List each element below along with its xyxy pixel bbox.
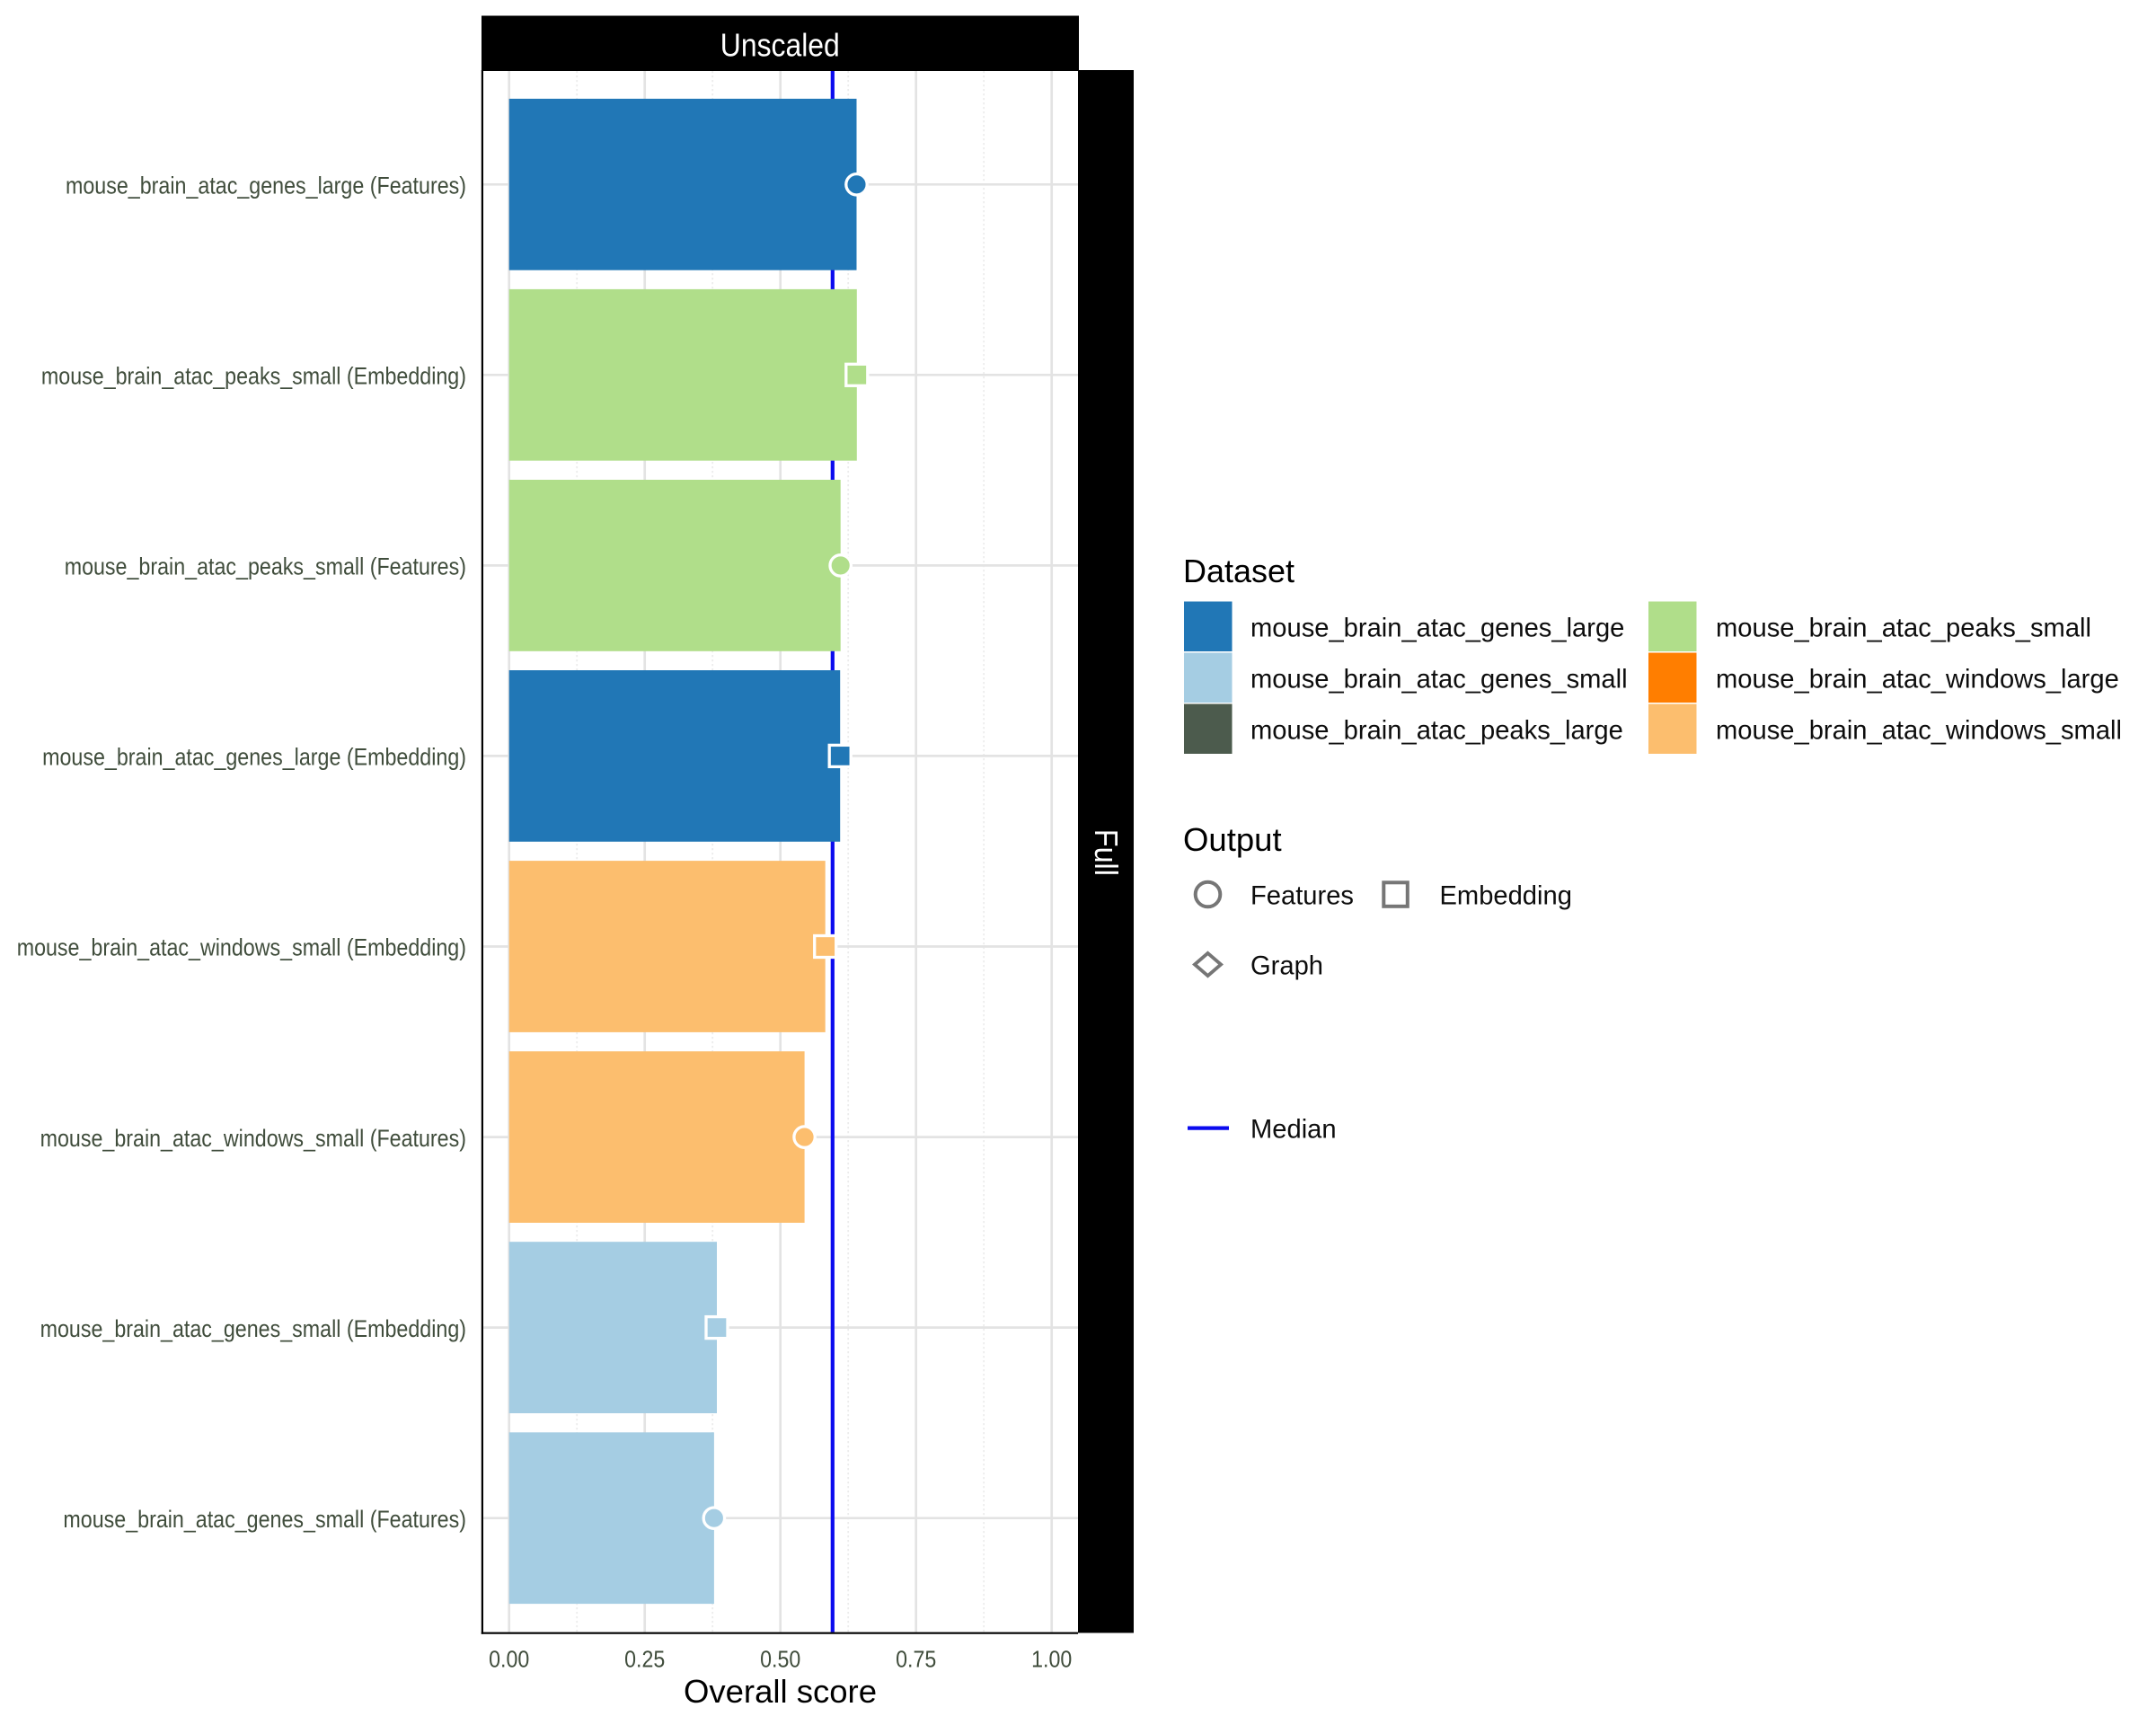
svg-text:0.00: 0.00 bbox=[489, 1645, 529, 1672]
svg-text:Median: Median bbox=[1250, 1115, 1337, 1145]
svg-text:Features: Features bbox=[1250, 881, 1354, 911]
svg-text:mouse_brain_atac_genes_large: mouse_brain_atac_genes_large bbox=[1250, 614, 1624, 643]
svg-text:mouse_brain_atac_windows_large: mouse_brain_atac_windows_large bbox=[1716, 665, 2119, 694]
svg-text:mouse_brain_atac_genes_small (: mouse_brain_atac_genes_small (Features) bbox=[63, 1506, 466, 1533]
svg-text:Output: Output bbox=[1183, 821, 1282, 858]
svg-text:mouse_brain_atac_genes_small (: mouse_brain_atac_genes_small (Embedding) bbox=[40, 1315, 466, 1342]
svg-text:mouse_brain_atac_windows_small: mouse_brain_atac_windows_small (Embeddin… bbox=[17, 934, 466, 961]
svg-text:Unscaled: Unscaled bbox=[720, 26, 840, 63]
svg-text:mouse_brain_atac_windows_small: mouse_brain_atac_windows_small (Features… bbox=[40, 1125, 466, 1152]
svg-text:mouse_brain_atac_peaks_small: mouse_brain_atac_peaks_small bbox=[1716, 614, 2091, 643]
svg-text:mouse_brain_atac_genes_small: mouse_brain_atac_genes_small bbox=[1250, 665, 1628, 694]
svg-text:Dataset: Dataset bbox=[1183, 553, 1294, 589]
svg-text:Overall score: Overall score bbox=[684, 1673, 877, 1710]
svg-text:mouse_brain_atac_windows_small: mouse_brain_atac_windows_small bbox=[1716, 716, 2122, 746]
svg-text:Graph: Graph bbox=[1250, 951, 1323, 981]
svg-text:1.00: 1.00 bbox=[1031, 1645, 1072, 1672]
svg-text:0.25: 0.25 bbox=[624, 1645, 665, 1672]
svg-text:0.50: 0.50 bbox=[760, 1645, 800, 1672]
svg-text:mouse_brain_atac_genes_large (: mouse_brain_atac_genes_large (Features) bbox=[66, 172, 466, 199]
svg-text:mouse_brain_atac_peaks_small (: mouse_brain_atac_peaks_small (Embedding) bbox=[41, 363, 466, 390]
svg-text:Full: Full bbox=[1088, 829, 1125, 876]
svg-text:mouse_brain_atac_peaks_large: mouse_brain_atac_peaks_large bbox=[1250, 716, 1623, 746]
svg-text:mouse_brain_atac_genes_large (: mouse_brain_atac_genes_large (Embedding) bbox=[42, 744, 466, 771]
svg-text:Embedding: Embedding bbox=[1440, 881, 1572, 911]
svg-text:0.75: 0.75 bbox=[896, 1645, 936, 1672]
svg-text:mouse_brain_atac_peaks_small (: mouse_brain_atac_peaks_small (Features) bbox=[65, 553, 466, 580]
